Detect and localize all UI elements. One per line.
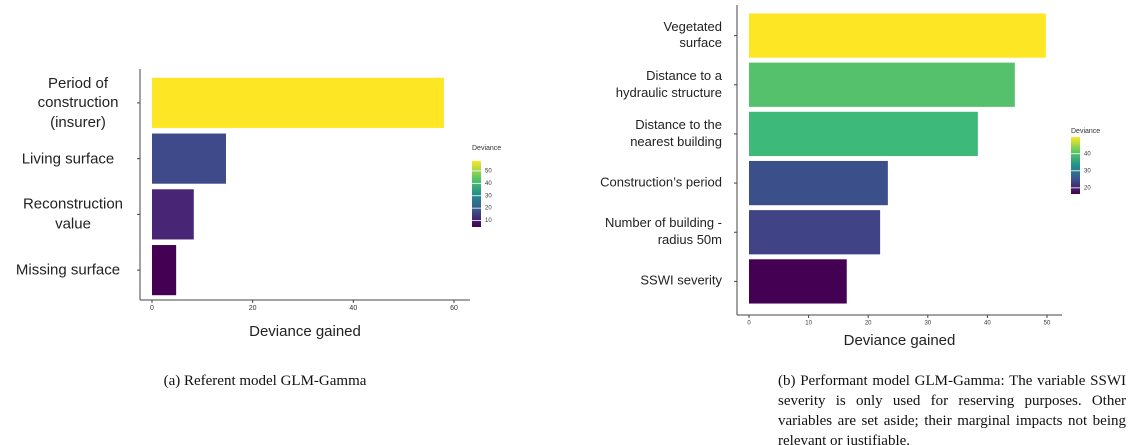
y-tick-label: Distance to a hydraulic structure <box>615 67 722 100</box>
y-tick-label: Vegetated surface <box>663 18 722 51</box>
colorbar-tick-label: 30 <box>1084 168 1091 174</box>
colorbar-tick-label: 30 <box>485 193 492 199</box>
y-tick-label: SSWI severity <box>640 272 722 288</box>
y-tick-label: Living surface <box>21 149 115 167</box>
bar <box>749 62 1015 107</box>
y-tick-label: Missing surface <box>15 261 121 279</box>
legend-title: Deviance <box>1071 128 1100 135</box>
colorbar-tick-label: 20 <box>485 206 492 212</box>
x-tick-label: 20 <box>865 321 872 327</box>
bar <box>152 245 177 296</box>
x-tick-label: 20 <box>249 305 257 312</box>
y-tick-label: Distance to the nearest building <box>630 117 722 149</box>
colorbar-tick-label: 50 <box>485 169 492 175</box>
y-tick-label: Period of construction (insurer) <box>37 74 119 131</box>
colorbar-tick-label: 40 <box>1084 151 1091 157</box>
colorbar <box>472 161 481 227</box>
colorbar-tick-label: 40 <box>485 181 492 187</box>
x-tick-label: 40 <box>349 305 357 312</box>
bar <box>749 111 978 157</box>
x-tick-label: 30 <box>924 321 931 327</box>
x-tick-label: 60 <box>450 305 458 312</box>
bar <box>152 189 194 240</box>
x-tick-label: 40 <box>984 321 991 327</box>
x-tick-label: 0 <box>150 305 154 312</box>
x-tick-label: 50 <box>1044 321 1051 327</box>
y-tick-label: Construction’s period <box>600 174 722 190</box>
bar <box>749 13 1046 58</box>
y-tick-label: Reconstruction value <box>22 195 124 233</box>
x-axis-title: Deviance gained <box>844 332 956 349</box>
x-tick-label: 10 <box>805 321 812 327</box>
bar <box>749 210 881 255</box>
bar <box>152 77 444 128</box>
bar <box>749 259 847 304</box>
x-axis-title: Deviance gained <box>249 323 361 340</box>
colorbar-tick-label: 20 <box>1084 185 1091 191</box>
bar <box>749 160 888 206</box>
colorbar <box>1071 137 1080 194</box>
y-tick-label: Number of building - radius 50m <box>604 215 722 248</box>
caption: (b) Performant model GLM-Gamma: The vari… <box>778 373 1126 445</box>
bar <box>152 133 226 184</box>
x-tick-label: 0 <box>747 321 751 327</box>
caption: (a) Referent model GLM-Gamma <box>163 373 367 389</box>
legend-title: Deviance <box>472 145 501 152</box>
colorbar-tick-label: 10 <box>485 218 492 224</box>
